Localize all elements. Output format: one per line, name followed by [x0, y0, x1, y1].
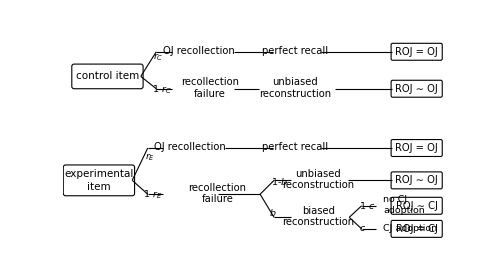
Text: $1$-$c$: $1$-$c$ — [358, 200, 375, 211]
Text: ROJ ∼ OJ: ROJ ∼ OJ — [396, 175, 438, 185]
Text: unbiased
reconstruction: unbiased reconstruction — [282, 169, 354, 191]
FancyBboxPatch shape — [64, 165, 134, 196]
Text: no CJ
adoption: no CJ adoption — [384, 195, 425, 215]
Text: recollection
failure: recollection failure — [181, 77, 239, 99]
Text: biased
reconstruction: biased reconstruction — [282, 206, 354, 227]
FancyBboxPatch shape — [391, 80, 442, 97]
Text: ROJ = CJ: ROJ = CJ — [396, 224, 438, 234]
FancyBboxPatch shape — [72, 64, 143, 89]
Text: $1$-$b$: $1$-$b$ — [271, 176, 288, 186]
Text: control item: control item — [76, 72, 139, 81]
Text: $b$: $b$ — [270, 207, 277, 218]
Text: perfect recall: perfect recall — [262, 46, 328, 56]
Text: ROJ ∼ OJ: ROJ ∼ OJ — [396, 84, 438, 94]
Text: OJ recollection: OJ recollection — [154, 142, 226, 152]
Text: $c$: $c$ — [358, 224, 366, 233]
Text: $1$-$r_E$: $1$-$r_E$ — [143, 188, 163, 201]
Text: $1$-$r_C$: $1$-$r_C$ — [152, 83, 172, 96]
Text: CJ adoption: CJ adoption — [384, 224, 438, 233]
FancyBboxPatch shape — [391, 220, 442, 237]
Text: experimental
item: experimental item — [64, 169, 134, 192]
Text: $r_C$: $r_C$ — [153, 52, 164, 63]
Text: perfect recall: perfect recall — [262, 142, 328, 152]
Text: $r_E$: $r_E$ — [144, 152, 154, 163]
Text: ROJ = OJ: ROJ = OJ — [396, 143, 438, 153]
Text: unbiased
reconstruction: unbiased reconstruction — [259, 77, 331, 99]
FancyBboxPatch shape — [391, 197, 442, 214]
FancyBboxPatch shape — [391, 140, 442, 156]
Text: ROJ = OJ: ROJ = OJ — [396, 47, 438, 57]
Text: OJ recollection: OJ recollection — [163, 46, 235, 56]
Text: ROJ ∼ CJ: ROJ ∼ CJ — [396, 201, 438, 211]
FancyBboxPatch shape — [391, 172, 442, 189]
FancyBboxPatch shape — [391, 43, 442, 60]
Text: recollection
failure: recollection failure — [188, 183, 246, 204]
